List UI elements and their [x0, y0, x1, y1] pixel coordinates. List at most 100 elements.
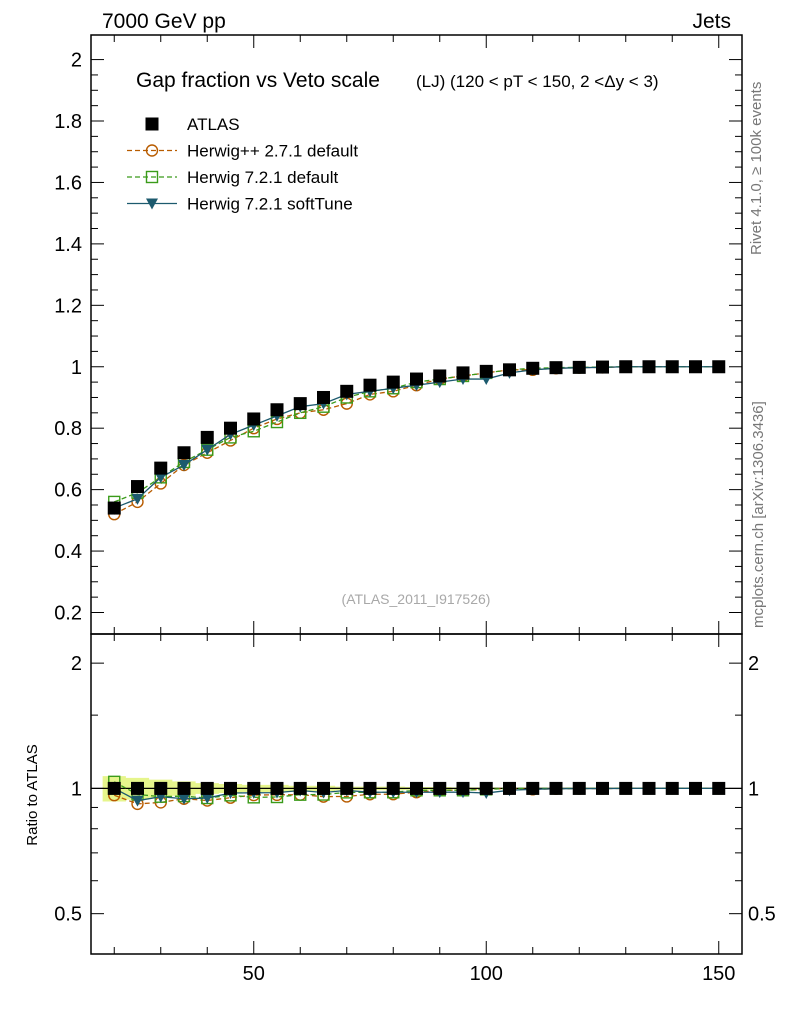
main-y-tick-label: 1.4	[54, 234, 82, 256]
chart-subtitle: (LJ) (120 < pT < 150, 2 <Δy < 3)	[416, 72, 659, 91]
atlas-ratio-point	[689, 781, 702, 795]
atlas-main-point	[410, 372, 423, 386]
softtune-main-point	[178, 460, 190, 472]
atlas-main-point	[433, 369, 447, 383]
header-right: Jets	[692, 10, 731, 33]
atlas-ratio-point	[154, 781, 168, 795]
main-y-tick-label: 1.8	[54, 111, 82, 133]
main-series-layer	[107, 360, 726, 521]
atlas-ratio-point	[131, 781, 144, 795]
main-y-tick-label: 2	[71, 50, 82, 72]
softtune-ratio-point	[201, 793, 214, 805]
atlas-ratio-point	[456, 781, 470, 795]
atlas-main-point	[131, 480, 144, 494]
x-tick-label: 50	[243, 963, 265, 985]
analysis-watermark: (ATLAS_2011_I917526)	[342, 591, 491, 607]
ratio-y-tick-label-left: 0.5	[54, 904, 82, 926]
atlas-main-point	[293, 397, 307, 411]
main-y-tick-labels: 0.2 0.4 0.6 0.8 1 1.2 1.4 1.6 1.8 2	[54, 50, 82, 625]
ratio-y-tick-labels: 0.5 0.5 1 1 2 2	[54, 653, 776, 926]
ratio-panel: 0.5 0.5 1 1 2 2 Ratio to ATLAS 50 100 150	[24, 633, 776, 985]
herwig721-legend-marker	[145, 170, 159, 184]
softtune-main-point	[154, 472, 167, 484]
main-y-tick-label: 0.2	[54, 602, 82, 624]
atlas-main-point	[526, 361, 540, 375]
atlas-main-point	[200, 430, 214, 444]
atlas-main-point	[154, 461, 168, 475]
main-y-tick-label: 0.4	[54, 541, 82, 563]
atlas-main-point	[386, 375, 400, 389]
atlas-main-point	[549, 361, 563, 375]
main-y-tick-label: 0.8	[54, 418, 82, 440]
atlas-ratio-point	[572, 781, 586, 795]
ratio-axis-ticks	[91, 634, 742, 954]
x-tick-label: 150	[702, 963, 735, 985]
main-y-tick-label: 1.6	[54, 172, 82, 194]
main-panel: 0.2 0.4 0.6 0.8 1 1.2 1.4 1.6 1.8 2 Gap fraction …	[54, 34, 743, 635]
atlas-ratio-point	[177, 781, 191, 795]
atlas-main-point	[224, 421, 237, 435]
atlas-ratio-point	[317, 781, 330, 795]
atlas-ratio-point	[503, 781, 516, 795]
ratio-y-axis-label: Ratio to ATLAS	[24, 744, 41, 845]
main-y-tick-label: 0.6	[54, 480, 82, 502]
atlas-ratio-point	[363, 781, 377, 795]
ratio-y-tick-label-right: 2	[748, 653, 759, 675]
atlas-ratio-point	[410, 781, 423, 795]
atlas-legend-marker	[145, 117, 159, 131]
atlas-ratio-point	[549, 781, 563, 795]
chart-title: Gap fraction vs Veto scale	[136, 69, 380, 92]
atlas-main-point	[479, 364, 493, 378]
atlas-ratio-point	[526, 781, 540, 795]
atlas-main-point	[619, 360, 633, 374]
atlas-ratio-point	[712, 781, 726, 795]
atlas-main-point	[572, 360, 586, 374]
main-y-tick-label: 1.2	[54, 295, 82, 317]
atlas-main-point	[270, 403, 284, 417]
softtune-legend-marker	[146, 198, 158, 210]
herwig721-legend-label: Herwig 7.2.1 default	[187, 168, 338, 187]
atlas-main-point	[247, 412, 261, 426]
header-left: 7000 GeV pp	[102, 10, 226, 33]
main-axis-ticks	[91, 35, 742, 634]
ratio-y-tick-label-right: 0.5	[748, 904, 776, 926]
atlas-main-point	[456, 366, 470, 380]
ratio-y-tick-label-left: 2	[71, 653, 82, 675]
atlas-ratio-point	[200, 781, 214, 795]
atlas-ratio-point	[433, 781, 447, 795]
ratio-y-tick-label-right: 1	[748, 778, 759, 800]
ratio-frame	[90, 633, 743, 955]
atlas-ratio-point	[247, 781, 261, 795]
atlas-ratio-point	[386, 781, 400, 795]
atlas-ratio-point	[270, 781, 284, 795]
softtune-main-point	[201, 444, 214, 456]
softtune-main-point	[131, 493, 144, 505]
mcplots-label: mcplots.cern.ch [arXiv:1306.3436]	[750, 401, 767, 628]
atlas-main-point	[712, 360, 726, 374]
atlas-main-point	[340, 384, 354, 398]
atlas-ratio-point	[619, 781, 633, 795]
ratio-y-tick-label-left: 1	[71, 778, 82, 800]
herwigpp-legend-marker	[145, 144, 159, 157]
atlas-ratio-point	[665, 781, 679, 795]
herwigpp-legend-label: Herwig++ 2.7.1 default	[187, 142, 358, 161]
atlas-ratio-point	[293, 781, 307, 795]
atlas-main-point	[689, 360, 702, 374]
atlas-ratio-point	[479, 781, 493, 795]
softtune-ratio-point	[178, 793, 190, 805]
softtune-legend-label: Herwig 7.2.1 softTune	[187, 195, 353, 214]
main-y-tick-label: 1	[71, 357, 82, 379]
atlas-ratio-point	[340, 781, 354, 795]
atlas-main-point	[596, 360, 609, 374]
atlas-main-point	[503, 363, 516, 377]
atlas-main-point	[317, 390, 330, 404]
x-tick-label: 100	[470, 963, 503, 985]
atlas-ratio-point	[642, 781, 656, 795]
atlas-main-point	[107, 501, 121, 515]
atlas-ratio-point	[224, 781, 237, 795]
ratio-series-layer	[107, 775, 726, 811]
x-tick-labels: 50 100 150	[243, 963, 736, 985]
atlas-main-point	[642, 360, 656, 374]
legend: ATLAS Herwig++ 2.7.1 default Herwig 7.2.1 …	[127, 115, 358, 214]
